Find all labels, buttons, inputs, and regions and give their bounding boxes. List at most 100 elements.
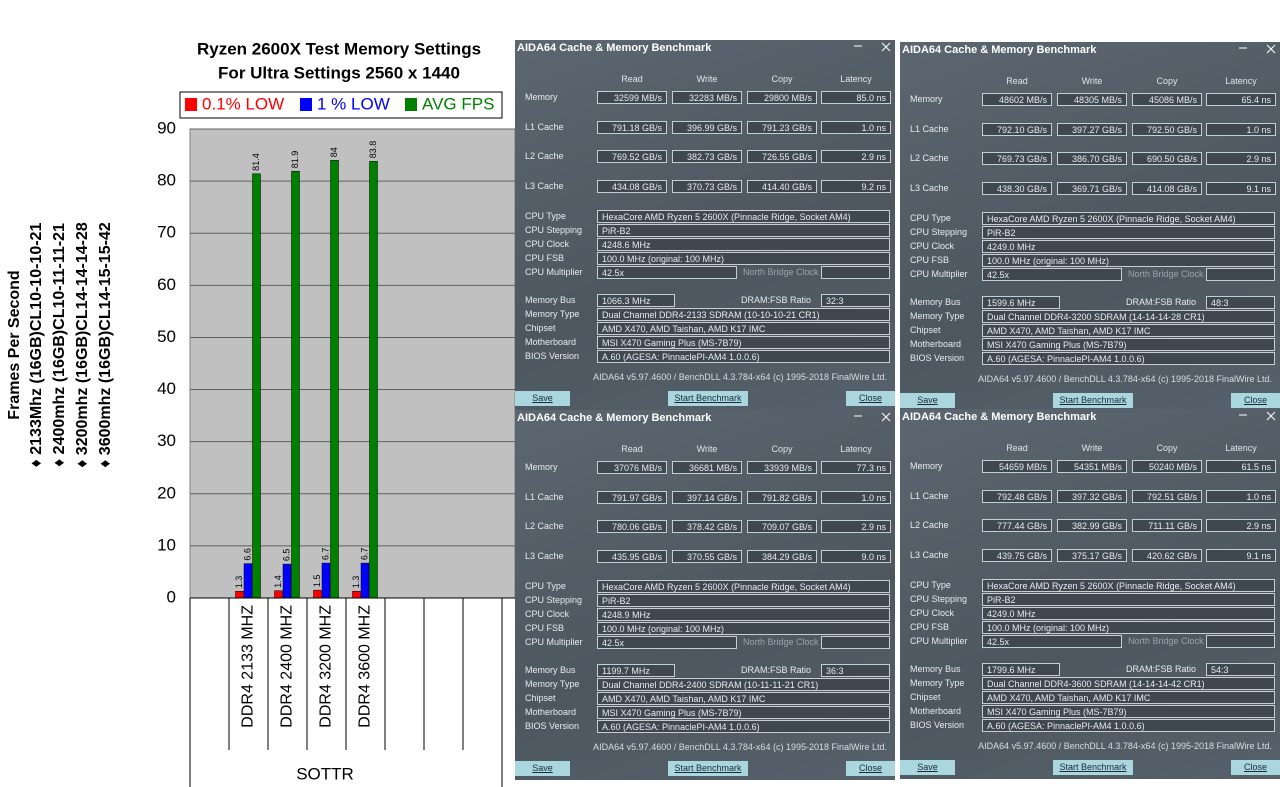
row-label: L1 Cache bbox=[910, 491, 949, 501]
y-axis-label: Frames Per Second bbox=[6, 270, 23, 419]
value-box: 9.1 ns bbox=[1206, 182, 1276, 195]
legend-label: AVG FPS bbox=[422, 94, 494, 113]
info-side-value bbox=[1206, 635, 1275, 648]
info-label: CPU FSB bbox=[910, 622, 950, 632]
y-tick-label: 60 bbox=[157, 275, 176, 294]
button[interactable]: Close bbox=[846, 391, 895, 406]
minimize-button[interactable] bbox=[1236, 42, 1250, 56]
legend-label: 0.1% LOW bbox=[202, 94, 284, 113]
column-header: Latency bbox=[840, 444, 872, 454]
button[interactable]: Save bbox=[515, 761, 570, 776]
info-value: 100.0 MHz (original: 100 MHz) bbox=[982, 621, 1275, 634]
value-box: 9.1 ns bbox=[1206, 549, 1276, 562]
value-box: 769.73 GB/s bbox=[982, 152, 1052, 165]
value-box: 2.9 ns bbox=[1206, 152, 1276, 165]
value-box: 48602 MB/s bbox=[982, 93, 1052, 106]
button[interactable]: Close bbox=[1231, 393, 1280, 408]
benchmark-window: AIDA64 Cache & Memory Benchmark Read Write… bbox=[900, 409, 1280, 779]
info-value: Dual Channel DDR4-2133 SDRAM (10-10-10-2… bbox=[597, 308, 890, 321]
button[interactable]: Save bbox=[900, 393, 955, 408]
info-side-value: 36:3 bbox=[821, 664, 890, 677]
value-box: 384.29 GB/s bbox=[747, 550, 817, 563]
info-value: 1066.3 MHz bbox=[597, 294, 675, 307]
info-value: 4249.0 MHz bbox=[982, 240, 1275, 253]
info-value: 42.5x bbox=[982, 635, 1122, 648]
value-box: 382.99 GB/s bbox=[1057, 519, 1127, 532]
value-box: 9.0 ns bbox=[821, 550, 891, 563]
info-value: Dual Channel DDR4-3200 SDRAM (14-14-14-2… bbox=[982, 310, 1275, 323]
info-value: 1199.7 MHz bbox=[597, 664, 675, 677]
button[interactable]: Start Benchmark bbox=[1053, 393, 1133, 408]
info-side-label: North Bridge Clock bbox=[1128, 636, 1204, 646]
row-label: L1 Cache bbox=[910, 124, 949, 134]
button[interactable]: Start Benchmark bbox=[1053, 760, 1133, 775]
info-side-label: DRAM:FSB Ratio bbox=[1126, 297, 1197, 307]
info-value: A.60 (AGESA: PinnaclePI-AM4 1.0.0.6) bbox=[597, 720, 890, 733]
info-value: MSI X470 Gaming Plus (MS-7B79) bbox=[982, 705, 1275, 718]
value-box: 1.0 ns bbox=[821, 491, 891, 504]
close-button[interactable] bbox=[879, 410, 893, 424]
column-header: Write bbox=[696, 74, 718, 84]
info-value: PiR-B2 bbox=[982, 593, 1275, 606]
info-label: CPU Multiplier bbox=[910, 636, 968, 646]
close-button[interactable] bbox=[879, 40, 893, 54]
column-header: Read bbox=[1006, 76, 1028, 86]
value-label: 1.5 bbox=[312, 575, 322, 588]
column-header: Read bbox=[621, 444, 643, 454]
info-label: BIOS Version bbox=[910, 353, 965, 363]
info-label: Motherboard bbox=[910, 339, 962, 349]
info-label: Memory Type bbox=[910, 678, 965, 688]
info-label: Memory Bus bbox=[910, 664, 961, 674]
y-tick-label: 30 bbox=[157, 431, 176, 450]
button[interactable]: Save bbox=[515, 391, 570, 406]
column-header: Latency bbox=[840, 74, 872, 84]
button[interactable]: Start Benchmark bbox=[668, 391, 748, 406]
info-label: Memory Type bbox=[525, 309, 580, 319]
bar bbox=[352, 590, 361, 599]
value-box: 65.4 ns bbox=[1206, 93, 1276, 106]
close-button[interactable] bbox=[1264, 42, 1278, 56]
info-label: CPU Type bbox=[525, 211, 566, 221]
info-label: Motherboard bbox=[525, 707, 577, 717]
info-label: CPU Type bbox=[525, 581, 566, 591]
info-value: HexaCore AMD Ryzen 5 2600X (Pinnacle Rid… bbox=[597, 210, 890, 223]
value-label: 6.5 bbox=[281, 549, 291, 562]
info-side-label: North Bridge Clock bbox=[1128, 269, 1204, 279]
value-box: 769.52 GB/s bbox=[597, 150, 667, 163]
info-label: Chipset bbox=[910, 325, 941, 335]
info-side-value: 54:3 bbox=[1206, 663, 1275, 676]
info-label: CPU Clock bbox=[910, 241, 955, 251]
close-button[interactable] bbox=[1264, 409, 1278, 423]
minimize-button[interactable] bbox=[851, 40, 865, 54]
button[interactable]: Save bbox=[900, 760, 955, 775]
info-label: Memory Bus bbox=[525, 295, 576, 305]
value-box: 77.3 ns bbox=[821, 461, 891, 474]
minimize-button[interactable] bbox=[1236, 409, 1250, 423]
button[interactable]: Start Benchmark bbox=[668, 761, 748, 776]
minimize-button[interactable] bbox=[851, 410, 865, 424]
y-tick-label: 10 bbox=[157, 535, 176, 554]
value-box: 397.14 GB/s bbox=[672, 491, 742, 504]
info-side-value bbox=[821, 266, 890, 279]
bar bbox=[274, 590, 283, 599]
value-label: 1.3 bbox=[351, 576, 361, 589]
row-label: L2 Cache bbox=[525, 521, 564, 531]
footer-text: AIDA64 v5.97.4600 / BenchDLL 4.3.784-x64… bbox=[593, 372, 887, 382]
button[interactable]: Close bbox=[846, 761, 895, 776]
bar bbox=[369, 161, 378, 599]
value-box: 36681 MB/s bbox=[672, 461, 742, 474]
info-value: 42.5x bbox=[982, 268, 1122, 281]
x-tick-label: DDR4 2133 MHZ bbox=[240, 605, 257, 728]
info-value: 1799.6 MHz bbox=[982, 663, 1060, 676]
value-box: 54659 MB/s bbox=[982, 460, 1052, 473]
row-label: L3 Cache bbox=[910, 550, 949, 560]
y-tick-label: 40 bbox=[157, 379, 176, 398]
y-tick-label: 0 bbox=[167, 587, 176, 606]
info-value: 42.5x bbox=[597, 636, 737, 649]
value-box: 378.42 GB/s bbox=[672, 520, 742, 533]
info-value: A.60 (AGESA: PinnaclePI-AM4 1.0.0.6) bbox=[597, 350, 890, 363]
group-label: SOTTR bbox=[296, 764, 354, 783]
button[interactable]: Close bbox=[1231, 760, 1280, 775]
window-title: AIDA64 Cache & Memory Benchmark bbox=[517, 42, 712, 54]
info-label: CPU FSB bbox=[525, 253, 565, 263]
